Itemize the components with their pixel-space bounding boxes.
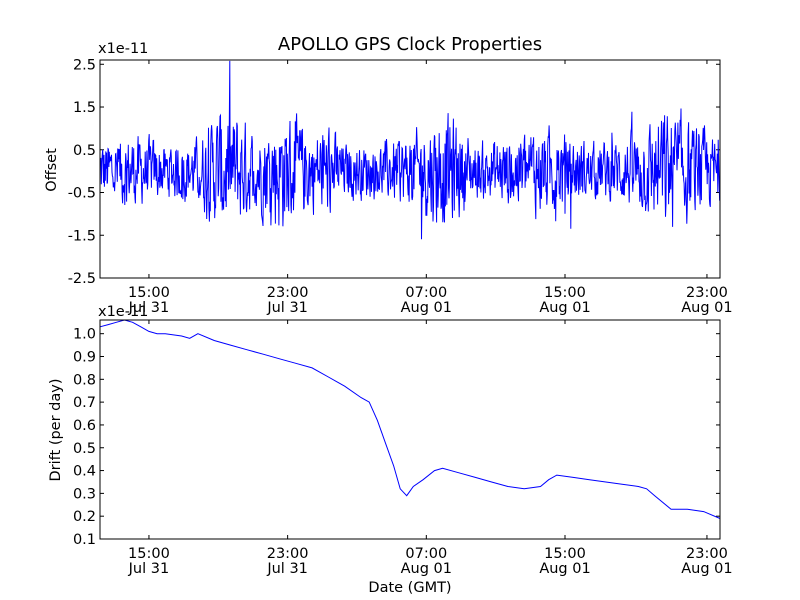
drift-ytick-label: 0.4 (73, 464, 96, 480)
drift-xlabel: Date (GMT) (368, 580, 451, 596)
offset-xtick-date: Jul 31 (128, 300, 170, 316)
offset-ytick-label: 2.5 (73, 57, 96, 73)
offset-xtick-date: Aug 01 (681, 300, 732, 316)
offset-series-line (99, 60, 721, 240)
drift-ytick-label: 0.3 (73, 486, 96, 502)
drift-xtick-date: Aug 01 (401, 561, 452, 577)
drift-ytick-label: 0.9 (73, 350, 96, 366)
offset-xtick-time: 07:00 (405, 285, 447, 301)
drift-xtick-date: Aug 01 (681, 561, 732, 577)
offset-ytick-label: -1.5 (68, 228, 96, 244)
offset-ytick-label: -0.5 (68, 186, 96, 202)
drift-ytick-label: 0.6 (73, 418, 96, 434)
offset-multiplier: x1e-11 (98, 41, 148, 57)
offset-ylabel: Offset (44, 148, 60, 192)
drift-xtick-time: 07:00 (405, 546, 447, 562)
drift-xtick-time: 23:00 (686, 546, 728, 562)
drift-ytick-label: 0.7 (73, 395, 96, 411)
drift-xtick-date: Jul 31 (266, 561, 308, 577)
drift-ylabel: Drift (per day) (48, 379, 64, 482)
drift-plot-frame (99, 319, 721, 540)
drift-multiplier: x1e-11 (98, 304, 148, 320)
drift-series-line (99, 319, 721, 519)
drift-ytick-label: 0.5 (73, 441, 96, 457)
offset-xtick-date: Jul 31 (266, 300, 308, 316)
offset-xtick-time: 23:00 (686, 285, 728, 301)
drift-xtick-time: 15:00 (128, 546, 170, 562)
offset-ytick-label: 0.5 (73, 143, 96, 159)
offset-xtick-date: Aug 01 (401, 300, 452, 316)
offset-xtick-date: Aug 01 (539, 300, 590, 316)
drift-ytick-label: 0.2 (73, 509, 96, 525)
drift-xtick-time: 23:00 (267, 546, 309, 562)
chart-title: APOLLO GPS Clock Properties (278, 34, 542, 55)
drift-ytick-label: 0.8 (73, 372, 96, 388)
drift-panel: x1e-11 Drift (per day) Date (GMT) 1.0 0.9… (48, 304, 733, 596)
offset-plot-frame (99, 59, 721, 279)
drift-xtick-date: Aug 01 (539, 561, 590, 577)
drift-xtick-date: Jul 31 (128, 561, 170, 577)
offset-xtick-time: 15:00 (128, 285, 170, 301)
drift-ytick-label: 1.0 (73, 327, 96, 343)
drift-ytick-label: 0.1 (73, 532, 96, 548)
offset-panel: x1e-11 Offset 2.5 1.5 0.5 -0.5 -1.5 -2.5 15:00… (44, 41, 733, 316)
offset-xtick-time: 23:00 (267, 285, 309, 301)
offset-ytick-label: -2.5 (68, 271, 96, 287)
offset-ytick-label: 1.5 (73, 100, 96, 116)
drift-xtick-time: 15:00 (544, 546, 586, 562)
offset-xtick-time: 15:00 (544, 285, 586, 301)
